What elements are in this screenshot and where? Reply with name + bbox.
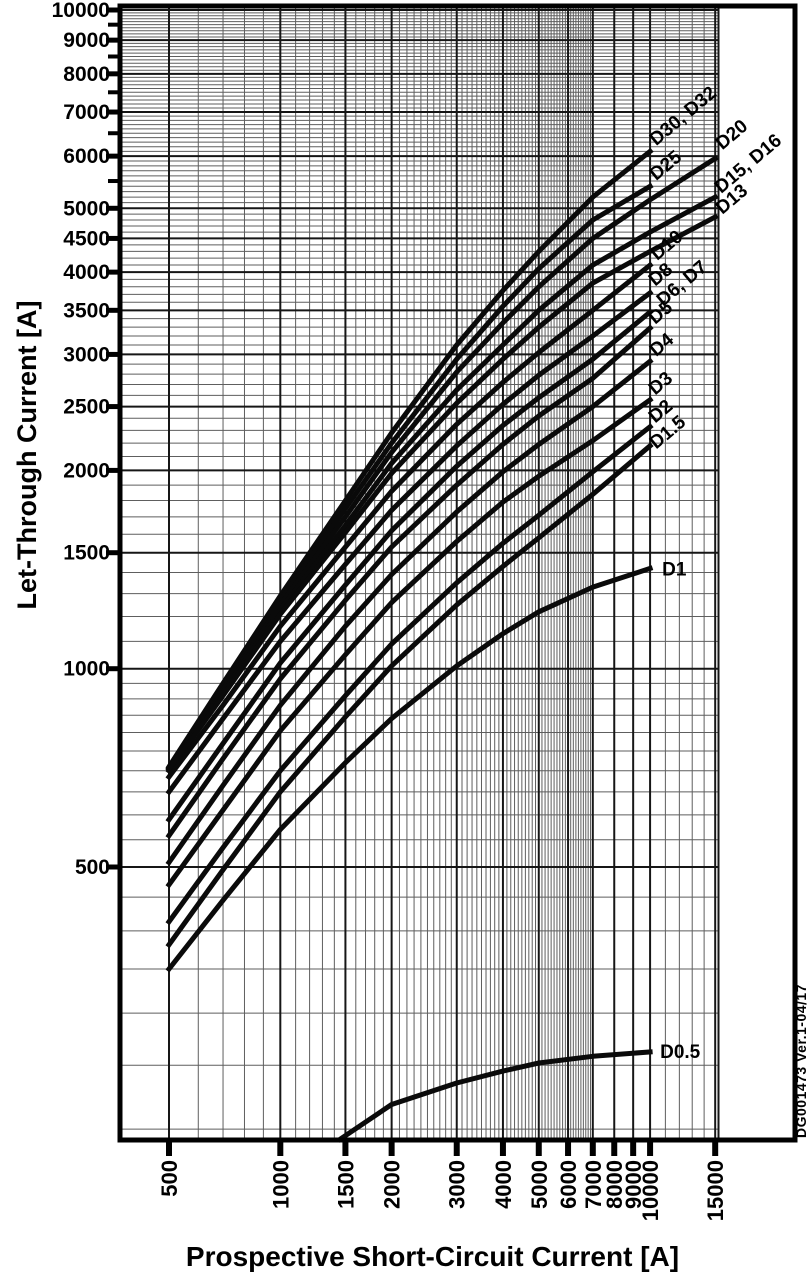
y-tick-label: 1000 [63,658,110,681]
y-tick-label: 10000 [52,0,110,22]
curve-d4 [165,357,654,866]
curve-label-d1: D1 [662,559,687,580]
grid-major [120,6,720,1140]
curve-label-d0.5: D0.5 [660,1042,701,1063]
y-tick-label: 4500 [63,227,110,250]
x-tick-labels: 500 1000 1500 2000 3000 4000 5000 6000 700080009… [157,1160,728,1221]
y-tick-label: 500 [75,856,110,879]
x-tick-label: 3000 [445,1160,470,1209]
curve-d0.5 [336,1049,653,1143]
curves [165,147,719,1143]
y-tick-labels: 10000 9000 8000 7000 6000 5000 4500 4000 3500 300… [52,0,110,879]
x-tick-label: 9000 [621,1160,646,1209]
document-reference-note: DG001473 Ver.1-04/17 [793,983,809,1138]
y-tick-label: 4000 [63,261,110,284]
y-tick-label: 7000 [63,101,110,124]
x-tick-label: 5000 [527,1160,552,1209]
y-axis-title: Let-Through Current [A] [12,300,42,610]
x-tick-label: 2000 [380,1160,405,1209]
x-axis-title: Prospective Short-Circuit Current [A] [185,1241,680,1272]
curve-d2 [165,423,654,926]
x-tick-label: 6000 [556,1160,581,1209]
curve-d13 [165,213,719,775]
x-tick-label: 500 [157,1160,182,1197]
x-tick-label: 10000 [638,1160,663,1221]
x-tick-label: 4000 [491,1160,516,1209]
curve-d3 [165,396,654,889]
y-tick-label: 9000 [63,29,110,52]
x-tick-label: 1500 [333,1160,358,1209]
x-tick-label: 1000 [268,1160,293,1209]
curve-d10 [165,261,654,781]
axis-ticks [106,7,719,1156]
x-tick-label: 7000 [581,1160,606,1209]
curve-d8 [165,289,654,796]
curve-d1.5 [165,442,654,949]
curve-d5 [165,324,654,840]
curve-d6-d7 [165,308,654,824]
y-tick-label: 3000 [63,343,110,366]
x-tick-label: 8000 [602,1160,627,1209]
y-tick-label: 6000 [63,145,110,168]
y-tick-label: 5000 [63,197,110,220]
x-tick-label: 15000 [703,1160,728,1221]
y-tick-label: 3500 [63,299,110,322]
y-tick-label: 2500 [63,396,110,419]
curve-d1 [165,565,654,973]
y-tick-label: 8000 [63,63,110,86]
y-tick-label: 1500 [63,542,110,565]
y-tick-label: 2000 [63,459,110,482]
